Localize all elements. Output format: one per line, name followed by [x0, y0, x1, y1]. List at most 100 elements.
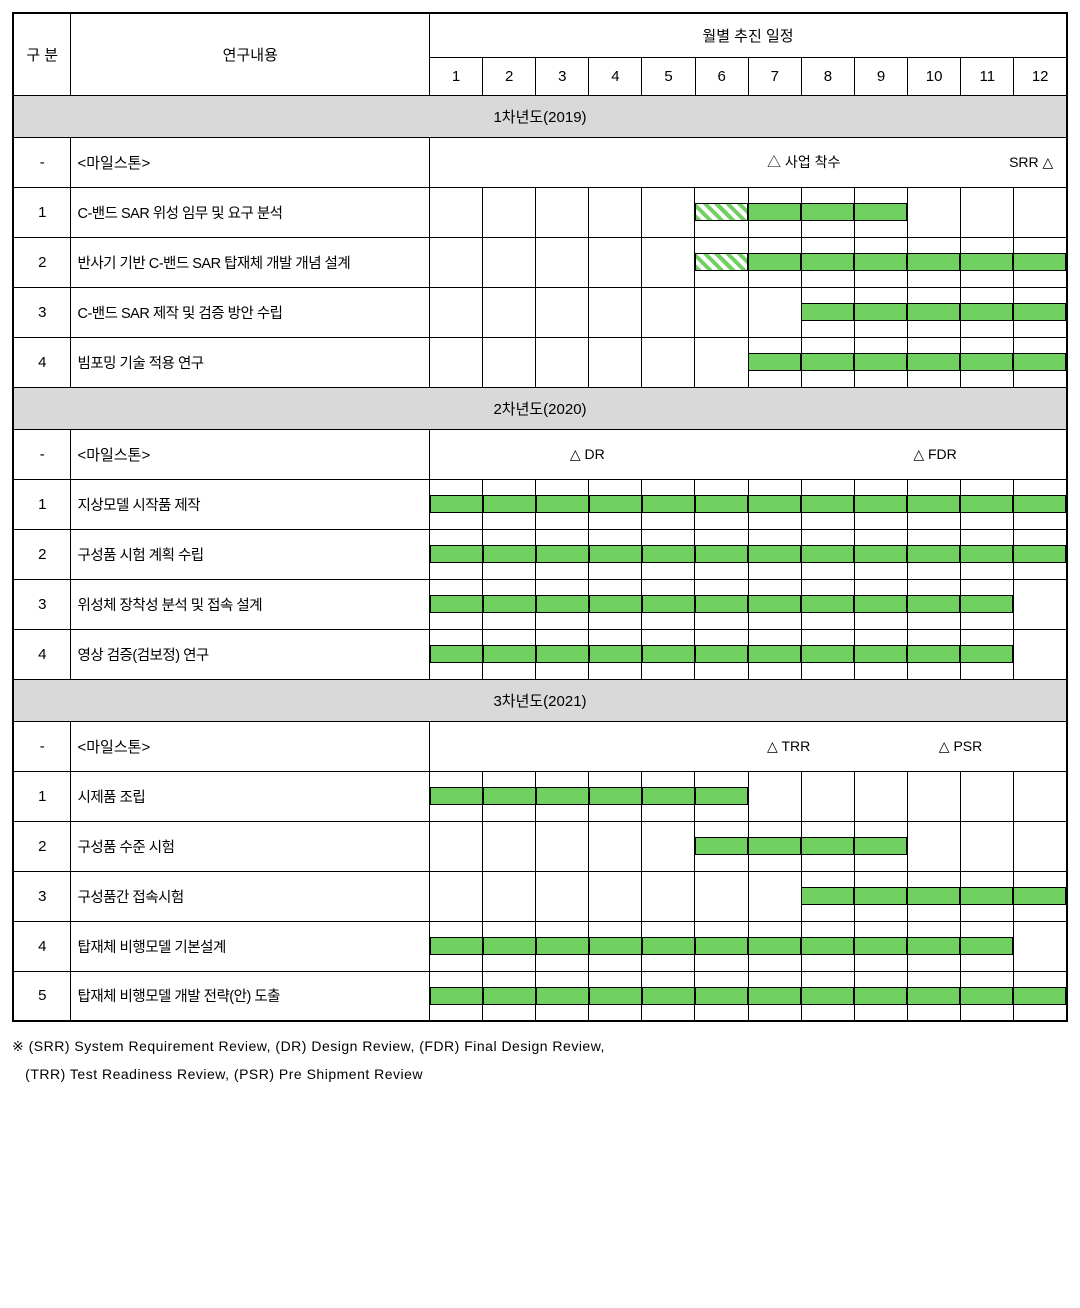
header-month: 7: [748, 57, 801, 95]
gantt-bar-segment: [483, 595, 536, 613]
footnote-line2: (TRR) Test Readiness Review, (PSR) Pre S…: [25, 1066, 423, 1082]
task-schedule: [429, 971, 1067, 1021]
task-no: 5: [13, 971, 71, 1021]
gantt-bar-segment: [589, 937, 642, 955]
gantt-bar-segment: [748, 837, 801, 855]
year-header: 3차년도(2021): [13, 679, 1067, 721]
gantt-bar-segment: [589, 787, 642, 805]
gantt-bar-segment: [748, 353, 801, 371]
gantt-bar-segment: [748, 253, 801, 271]
task-schedule: [429, 187, 1067, 237]
gantt-bar-segment: [907, 887, 960, 905]
milestone-label: <마일스톤>: [71, 429, 429, 479]
gantt-bar-segment: [536, 545, 589, 563]
header-month: 2: [483, 57, 536, 95]
gantt-bar-segment: [960, 353, 1013, 371]
gantt-bar-segment: [960, 937, 1013, 955]
header-month: 8: [801, 57, 854, 95]
gantt-bar-segment: [1013, 545, 1066, 563]
gantt-bar-segment: [589, 545, 642, 563]
header-month: 6: [695, 57, 748, 95]
task-desc: C-밴드 SAR 제작 및 검증 방안 수립: [71, 287, 429, 337]
milestone-area: △ 사업 착수SRR △: [429, 137, 1067, 187]
gantt-bar-segment: [801, 495, 854, 513]
gantt-bar-segment: [642, 545, 695, 563]
task-row: 4빔포밍 기술 적용 연구: [13, 337, 1067, 387]
task-row: 4탑재체 비행모델 기본설계: [13, 921, 1067, 971]
header-no: 구 분: [13, 13, 71, 95]
gantt-bar-segment: [1013, 495, 1066, 513]
task-schedule: [429, 337, 1067, 387]
header-schedule: 월별 추진 일정: [429, 13, 1067, 57]
gantt-bar-segment: [483, 645, 536, 663]
gantt-bar-segment: [536, 595, 589, 613]
gantt-bar-segment: [801, 203, 854, 221]
gantt-bar-segment: [642, 495, 695, 513]
gantt-bar-segment: [483, 495, 536, 513]
gantt-bar-segment: [907, 937, 960, 955]
task-desc: C-밴드 SAR 위성 임무 및 요구 분석: [71, 187, 429, 237]
gantt-bar-segment: [642, 595, 695, 613]
task-desc: 영상 검증(검보정) 연구: [71, 629, 429, 679]
header-month: 1: [429, 57, 482, 95]
milestone-area: △ DR△ FDR: [429, 429, 1067, 479]
gantt-bar-segment: [854, 253, 907, 271]
header-month: 5: [642, 57, 695, 95]
gantt-bar-segment: [960, 303, 1013, 321]
gantt-bar-segment: [801, 987, 854, 1005]
gantt-bar-segment: [748, 203, 801, 221]
gantt-bar-segment: [960, 645, 1013, 663]
gantt-bar-segment: [1013, 253, 1066, 271]
gantt-bar-segment: [907, 495, 960, 513]
gantt-bar-segment: [430, 787, 483, 805]
task-row: 1시제품 조립: [13, 771, 1067, 821]
gantt-bar-segment: [589, 645, 642, 663]
task-desc: 탑재체 비행모델 기본설계: [71, 921, 429, 971]
gantt-bar-segment: [960, 887, 1013, 905]
gantt-bar-segment: [801, 253, 854, 271]
task-schedule: [429, 579, 1067, 629]
milestone-marker: SRR △: [1009, 154, 1053, 171]
gantt-bar-segment: [801, 645, 854, 663]
task-row: 5탑재체 비행모델 개발 전략(안) 도출: [13, 971, 1067, 1021]
gantt-bar-segment: [430, 595, 483, 613]
task-schedule: [429, 479, 1067, 529]
gantt-bar-segment: [695, 545, 748, 563]
gantt-bar-segment: [1013, 887, 1066, 905]
gantt-bar-segment: [854, 495, 907, 513]
task-row: 1지상모델 시작품 제작: [13, 479, 1067, 529]
milestone-marker: △ TRR: [767, 738, 810, 755]
task-no: 4: [13, 629, 71, 679]
footnote-prefix: ※: [12, 1038, 24, 1054]
gantt-bar-segment: [907, 253, 960, 271]
gantt-bar-segment: [642, 645, 695, 663]
gantt-bar-segment: [960, 495, 1013, 513]
gantt-bar-segment: [695, 645, 748, 663]
task-no: 3: [13, 871, 71, 921]
gantt-bar-segment: [801, 837, 854, 855]
gantt-bar-segment: [536, 645, 589, 663]
gantt-bar-segment: [854, 545, 907, 563]
gantt-bar-segment: [748, 595, 801, 613]
task-desc: 빔포밍 기술 적용 연구: [71, 337, 429, 387]
gantt-bar-segment: [748, 937, 801, 955]
task-desc: 구성품 수준 시험: [71, 821, 429, 871]
task-desc: 탑재체 비행모델 개발 전략(안) 도출: [71, 971, 429, 1021]
header-desc: 연구내용: [71, 13, 429, 95]
milestone-label: <마일스톤>: [71, 721, 429, 771]
task-row: 4영상 검증(검보정) 연구: [13, 629, 1067, 679]
task-schedule: [429, 629, 1067, 679]
milestone-area: △ TRR △ PSR: [429, 721, 1067, 771]
header-month: 4: [589, 57, 642, 95]
gantt-bar-segment: [801, 353, 854, 371]
task-no: 4: [13, 921, 71, 971]
gantt-bar-segment: [642, 987, 695, 1005]
task-desc: 위성체 장착성 분석 및 접속 설계: [71, 579, 429, 629]
header-month: 9: [854, 57, 907, 95]
year-header: 1차년도(2019): [13, 95, 1067, 137]
gantt-bar-segment: [1013, 353, 1066, 371]
milestone-marker: △ PSR: [939, 738, 982, 755]
gantt-bar-segment: [695, 595, 748, 613]
task-no: 2: [13, 821, 71, 871]
gantt-bar-segment: [854, 987, 907, 1005]
